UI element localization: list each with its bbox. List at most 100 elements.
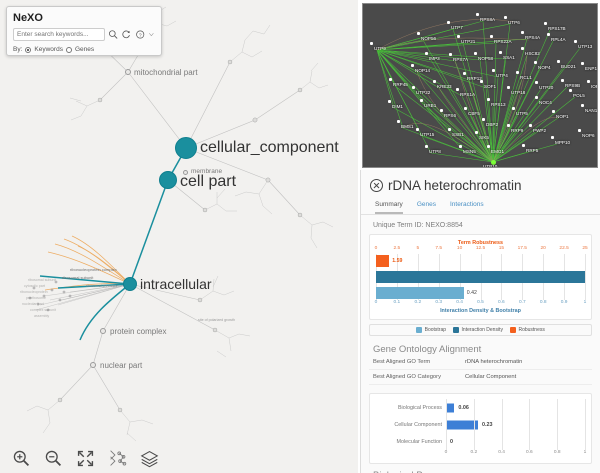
gene-node[interactable] [480, 80, 483, 83]
gene-interaction-network[interactable]: UTP10 UTP9 NOP56 UTP7 RPS8A UTP6 RPS17B UTP21 R… [362, 3, 598, 168]
gene-node[interactable] [569, 89, 572, 92]
tab-summary[interactable]: Summary [375, 201, 403, 214]
gene-node[interactable] [492, 69, 495, 72]
gene-node[interactable] [529, 124, 532, 127]
go-bar-value: 0 [450, 438, 453, 445]
gene-node[interactable] [587, 80, 590, 83]
app-title: NeXO [13, 12, 43, 24]
gene-node[interactable] [574, 40, 577, 43]
radio-keywords[interactable] [25, 46, 32, 53]
gene-node[interactable] [544, 22, 547, 25]
legend-swatch [453, 327, 460, 333]
gene-node[interactable] [388, 100, 391, 103]
go-category-label: Cellular Component [394, 421, 442, 428]
search-panel[interactable]: NeXO ? By: [6, 6, 162, 56]
gene-node[interactable] [459, 145, 462, 148]
gene-node[interactable] [457, 35, 460, 38]
density-tick: 0.4 [456, 300, 463, 305]
gene-node[interactable] [534, 61, 537, 64]
gene-node[interactable] [417, 32, 420, 35]
gene-node[interactable] [522, 144, 525, 147]
zoom-out-icon[interactable] [44, 449, 63, 468]
gene-node[interactable] [463, 72, 466, 75]
legend-label: Bootstrap [424, 327, 447, 333]
gene-node[interactable] [552, 110, 555, 113]
gene-node[interactable] [581, 62, 584, 65]
gene-node[interactable] [487, 145, 490, 148]
gene-node[interactable] [521, 47, 524, 50]
ontology-tree-panel[interactable]: ribosomal subunit cytosolic part ribonuc… [0, 0, 358, 473]
gene-node[interactable] [581, 104, 584, 107]
gene-node[interactable] [370, 42, 373, 45]
gene-node[interactable] [561, 79, 564, 82]
gene-node[interactable] [557, 60, 560, 63]
gene-node[interactable] [504, 16, 507, 19]
gene-node[interactable] [551, 136, 554, 139]
gene-node[interactable] [547, 33, 550, 36]
radio-genes[interactable] [65, 46, 72, 53]
density-tick: 0 [374, 300, 378, 305]
gene-node[interactable] [507, 124, 510, 127]
gene-node[interactable] [487, 98, 490, 101]
gene-node[interactable] [397, 120, 400, 123]
tree-node-mitochondrial-part[interactable] [125, 69, 131, 75]
go-category-label: Molecular Function [396, 438, 442, 445]
chevron-down-icon[interactable] [148, 29, 155, 40]
tree-node-cellular-component[interactable] [175, 137, 197, 159]
search-icon[interactable] [108, 29, 118, 40]
gene-node-hub[interactable] [491, 160, 496, 165]
gene-node[interactable] [521, 31, 524, 34]
gene-node[interactable] [464, 107, 467, 110]
gene-node[interactable] [474, 52, 477, 55]
gene-node[interactable] [512, 107, 515, 110]
gene-node[interactable] [456, 88, 459, 91]
gene-node[interactable] [475, 131, 478, 134]
gene-node[interactable] [433, 80, 436, 83]
go-x-tick: 0.8 [553, 450, 561, 455]
svg-text:?: ? [139, 32, 142, 38]
gene-node[interactable] [447, 21, 450, 24]
close-icon[interactable] [370, 179, 383, 192]
gene-node[interactable] [425, 52, 428, 55]
gene-node[interactable] [411, 64, 414, 67]
tree-node-cell-part[interactable] [159, 171, 177, 189]
bar-value-label: 0.42 [466, 290, 477, 296]
bar-bootstrap [376, 287, 464, 299]
gene-node[interactable] [578, 129, 581, 132]
page-title: rDNA heterochromatin [388, 178, 522, 193]
gene-node[interactable] [425, 145, 428, 148]
zoom-in-icon[interactable] [12, 449, 31, 468]
help-icon[interactable]: ? [135, 29, 145, 40]
gene-node[interactable] [535, 81, 538, 84]
tab-interactions[interactable]: Interactions [449, 201, 484, 208]
gene-node[interactable] [412, 86, 415, 89]
gene-node[interactable] [448, 128, 451, 131]
gene-node[interactable] [449, 53, 452, 56]
tree-node-nuclear-part[interactable] [90, 362, 96, 368]
refresh-icon[interactable] [121, 29, 131, 40]
gene-node[interactable] [490, 35, 493, 38]
fit-screen-icon[interactable] [76, 449, 95, 468]
tree-node-protein-complex[interactable] [100, 328, 106, 334]
gene-node[interactable] [482, 118, 485, 121]
gene-node[interactable] [507, 86, 510, 89]
gene-node[interactable] [389, 78, 392, 81]
gene-node[interactable] [416, 128, 419, 131]
gene-node[interactable] [420, 99, 423, 102]
search-input[interactable] [13, 28, 105, 41]
tree-node-intracellular[interactable] [123, 277, 137, 291]
gene-node[interactable] [476, 13, 479, 16]
layers-icon[interactable] [140, 449, 159, 468]
robustness-bottom-axis: 0 0.1 0.2 0.3 0.4 0.5 0.6 0.7 0.8 0.9 1 [374, 300, 587, 308]
tab-genes[interactable]: Genes [416, 201, 436, 208]
tree-node-membrane[interactable] [183, 170, 188, 175]
density-tick: 0.8 [539, 300, 547, 305]
gene-node[interactable] [499, 51, 502, 54]
ontology-tree-graph[interactable]: ribosomal subunit cytosolic part ribonuc… [0, 0, 358, 473]
gene-node[interactable] [516, 71, 519, 74]
gene-node[interactable] [440, 109, 443, 112]
collapse-network-icon[interactable] [108, 449, 127, 468]
gene-node[interactable] [535, 96, 538, 99]
grid-line [473, 399, 475, 450]
bar-interaction-density [376, 271, 585, 283]
